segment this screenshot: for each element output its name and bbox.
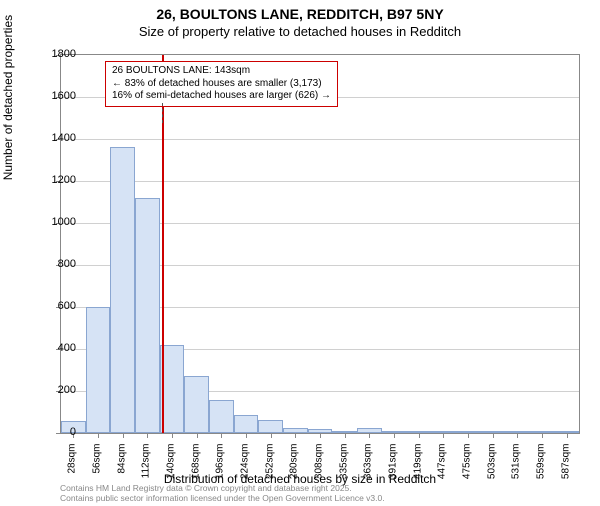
gridline: [61, 181, 579, 182]
histogram-bar: [258, 420, 283, 433]
annotation-line2: ← 83% of detached houses are smaller (3,…: [112, 78, 331, 91]
annotation-callout: 26 BOULTONS LANE: 143sqm ← 83% of detach…: [105, 61, 338, 107]
xtick-label: 335sqm: [338, 444, 349, 492]
xtick-mark: [567, 433, 568, 438]
ytick-label: 1200: [36, 174, 76, 186]
histogram-bar: [135, 198, 160, 433]
ytick-label: 600: [36, 300, 76, 312]
chart-subtitle: Size of property relative to detached ho…: [0, 24, 600, 39]
annotation-connector: [162, 103, 163, 123]
xtick-mark: [221, 433, 222, 438]
xtick-mark: [98, 433, 99, 438]
xtick-mark: [542, 433, 543, 438]
xtick-label: 391sqm: [388, 444, 399, 492]
xtick-mark: [271, 433, 272, 438]
ytick-label: 1400: [36, 132, 76, 144]
xtick-label: 140sqm: [166, 444, 177, 492]
annotation-line3: 16% of semi-detached houses are larger (…: [112, 90, 331, 103]
histogram-bar: [209, 400, 234, 433]
xtick-label: 196sqm: [215, 444, 226, 492]
histogram-bar: [110, 147, 135, 433]
xtick-mark: [172, 433, 173, 438]
ytick-label: 1600: [36, 90, 76, 102]
xtick-label: 419sqm: [412, 444, 423, 492]
xtick-mark: [246, 433, 247, 438]
xtick-label: 559sqm: [536, 444, 547, 492]
xtick-mark: [493, 433, 494, 438]
histogram-bar: [184, 376, 209, 433]
xtick-label: 531sqm: [511, 444, 522, 492]
ytick-label: 1800: [36, 48, 76, 60]
gridline: [61, 139, 579, 140]
xtick-label: 84sqm: [116, 444, 127, 492]
xtick-label: 363sqm: [363, 444, 374, 492]
y-axis-label: Number of detached properties: [1, 15, 15, 180]
xtick-mark: [147, 433, 148, 438]
xtick-mark: [123, 433, 124, 438]
xtick-mark: [345, 433, 346, 438]
ytick-label: 200: [36, 384, 76, 396]
histogram-bar: [86, 307, 111, 433]
xtick-label: 503sqm: [486, 444, 497, 492]
chart-title: 26, BOULTONS LANE, REDDITCH, B97 5NY: [0, 6, 600, 22]
xtick-mark: [295, 433, 296, 438]
ytick-label: 1000: [36, 216, 76, 228]
xtick-mark: [369, 433, 370, 438]
chart-container: 26, BOULTONS LANE, REDDITCH, B97 5NY Siz…: [0, 6, 600, 506]
xtick-mark: [419, 433, 420, 438]
xtick-mark: [320, 433, 321, 438]
ytick-label: 400: [36, 342, 76, 354]
xtick-label: 28sqm: [67, 444, 78, 492]
xtick-mark: [197, 433, 198, 438]
annotation-line1: 26 BOULTONS LANE: 143sqm: [112, 65, 331, 78]
plot-area: 26 BOULTONS LANE: 143sqm ← 83% of detach…: [60, 54, 580, 434]
xtick-mark: [517, 433, 518, 438]
xtick-mark: [443, 433, 444, 438]
xtick-label: 252sqm: [264, 444, 275, 492]
histogram-bar: [234, 415, 259, 433]
xtick-label: 447sqm: [437, 444, 448, 492]
xtick-label: 224sqm: [240, 444, 251, 492]
ytick-label: 0: [36, 426, 76, 438]
ytick-label: 800: [36, 258, 76, 270]
xtick-label: 308sqm: [314, 444, 325, 492]
xtick-mark: [394, 433, 395, 438]
xtick-mark: [468, 433, 469, 438]
xtick-label: 112sqm: [141, 444, 152, 492]
xtick-label: 56sqm: [92, 444, 103, 492]
xtick-label: 280sqm: [289, 444, 300, 492]
xtick-label: 475sqm: [462, 444, 473, 492]
credits-line2: Contains public sector information licen…: [60, 494, 385, 504]
xtick-label: 168sqm: [190, 444, 201, 492]
xtick-label: 587sqm: [560, 444, 571, 492]
